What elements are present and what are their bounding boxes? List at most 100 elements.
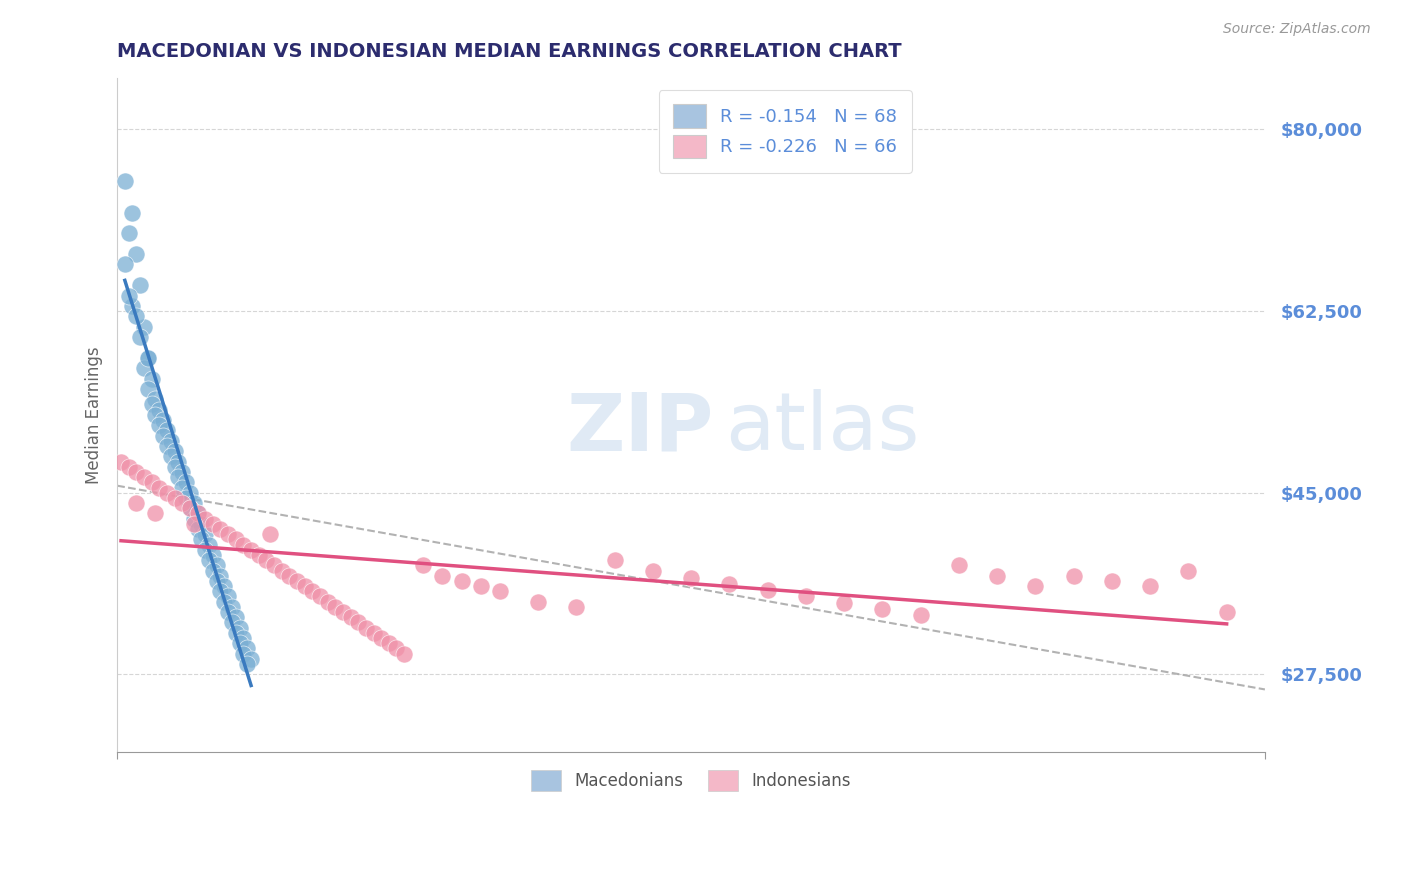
Point: [488, 584, 510, 599]
Point: [285, 574, 308, 588]
Point: [948, 558, 970, 573]
Point: [145, 408, 167, 422]
Point: [225, 625, 247, 640]
Point: [152, 413, 174, 427]
Point: [114, 257, 136, 271]
Point: [236, 641, 259, 656]
Point: [263, 558, 285, 573]
Point: [385, 641, 408, 656]
Point: [679, 571, 702, 585]
Point: [354, 621, 377, 635]
Point: [136, 382, 159, 396]
Point: [125, 247, 148, 261]
Point: [163, 444, 186, 458]
Point: [294, 579, 316, 593]
Point: [228, 621, 250, 635]
Point: [872, 602, 894, 616]
Point: [145, 507, 167, 521]
Point: [190, 516, 212, 531]
Point: [240, 542, 263, 557]
Point: [527, 595, 550, 609]
Point: [209, 568, 232, 582]
Point: [125, 496, 148, 510]
Point: [217, 527, 239, 541]
Point: [254, 553, 277, 567]
Point: [194, 542, 217, 557]
Point: [432, 568, 454, 582]
Point: [129, 330, 152, 344]
Point: [209, 584, 232, 599]
Point: [145, 392, 167, 407]
Point: [209, 522, 232, 536]
Point: [270, 564, 292, 578]
Point: [232, 631, 254, 645]
Text: ZIP: ZIP: [567, 390, 714, 467]
Point: [470, 579, 492, 593]
Point: [718, 577, 741, 591]
Point: [236, 657, 259, 671]
Point: [1177, 564, 1199, 578]
Point: [603, 553, 626, 567]
Point: [129, 278, 152, 293]
Point: [179, 485, 201, 500]
Point: [183, 516, 205, 531]
Point: [214, 579, 236, 593]
Point: [167, 470, 190, 484]
Point: [240, 652, 263, 666]
Legend: Macedonians, Indonesians: Macedonians, Indonesians: [517, 756, 865, 805]
Point: [309, 590, 332, 604]
Point: [141, 371, 163, 385]
Point: [125, 310, 148, 324]
Point: [832, 596, 855, 610]
Point: [232, 647, 254, 661]
Point: [217, 605, 239, 619]
Point: [1139, 579, 1161, 593]
Point: [221, 599, 243, 614]
Point: [232, 538, 254, 552]
Point: [136, 351, 159, 365]
Point: [172, 465, 194, 479]
Point: [179, 501, 201, 516]
Point: [339, 610, 361, 624]
Point: [186, 507, 208, 521]
Point: [910, 608, 932, 623]
Point: [186, 507, 208, 521]
Point: [174, 491, 197, 505]
Point: [323, 599, 346, 614]
Point: [110, 454, 132, 468]
Point: [141, 475, 163, 490]
Point: [159, 450, 181, 464]
Point: [228, 636, 250, 650]
Point: [148, 481, 170, 495]
Y-axis label: Median Earnings: Median Earnings: [86, 346, 103, 483]
Point: [163, 459, 186, 474]
Point: [205, 558, 228, 573]
Point: [986, 568, 1008, 582]
Text: atlas: atlas: [725, 390, 920, 467]
Point: [136, 351, 159, 365]
Point: [201, 564, 224, 578]
Point: [194, 511, 217, 525]
Point: [347, 615, 370, 630]
Point: [392, 647, 415, 661]
Point: [121, 299, 143, 313]
Text: MACEDONIAN VS INDONESIAN MEDIAN EARNINGS CORRELATION CHART: MACEDONIAN VS INDONESIAN MEDIAN EARNINGS…: [117, 42, 901, 61]
Point: [141, 397, 163, 411]
Point: [118, 227, 141, 241]
Point: [190, 533, 212, 547]
Point: [1024, 579, 1046, 593]
Point: [205, 574, 228, 588]
Point: [370, 631, 392, 645]
Point: [378, 636, 401, 650]
Point: [121, 205, 143, 219]
Point: [1101, 574, 1123, 588]
Point: [118, 459, 141, 474]
Point: [132, 470, 155, 484]
Point: [201, 548, 224, 562]
Point: [194, 527, 217, 541]
Point: [198, 538, 221, 552]
Point: [221, 615, 243, 630]
Point: [363, 625, 385, 640]
Point: [278, 568, 301, 582]
Point: [172, 481, 194, 495]
